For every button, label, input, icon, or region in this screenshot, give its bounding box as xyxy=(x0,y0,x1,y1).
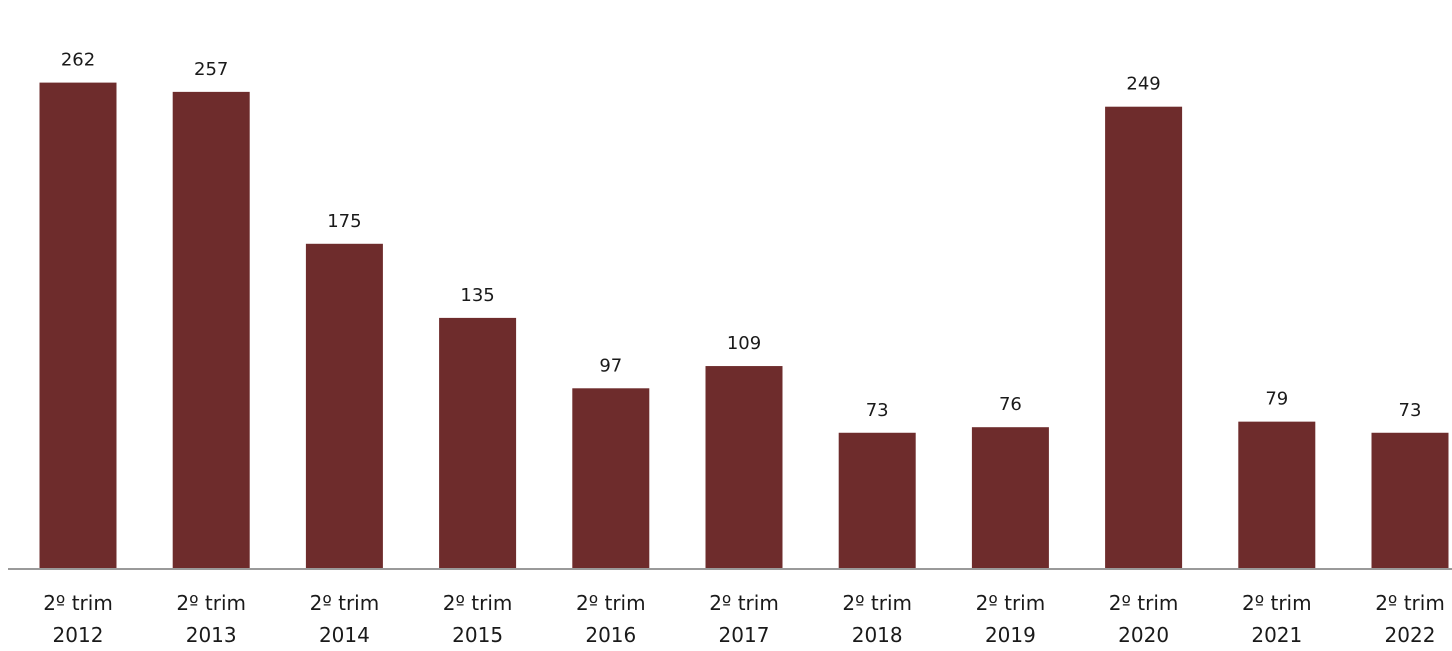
category-label-line1-8: 2º trim xyxy=(1109,591,1179,615)
category-label-line2-8: 2020 xyxy=(1118,623,1169,647)
value-label-4: 97 xyxy=(599,355,622,376)
category-label-line2-10: 2022 xyxy=(1385,623,1436,647)
value-label-8: 249 xyxy=(1126,74,1160,95)
bar-9 xyxy=(1238,421,1316,568)
category-label-line2-4: 2016 xyxy=(585,623,636,647)
bar-3 xyxy=(439,317,517,568)
category-label-line2-6: 2018 xyxy=(852,623,903,647)
category-label-line1-4: 2º trim xyxy=(576,591,646,615)
value-label-0: 262 xyxy=(61,50,95,71)
bar-4 xyxy=(572,388,650,568)
category-label-line2-1: 2013 xyxy=(186,623,237,647)
value-label-6: 73 xyxy=(866,400,889,421)
category-label-line2-5: 2017 xyxy=(719,623,770,647)
category-label-line1-9: 2º trim xyxy=(1242,591,1312,615)
bar-0 xyxy=(39,82,117,568)
value-label-2: 175 xyxy=(327,211,361,232)
bar-2 xyxy=(305,243,383,568)
value-label-9: 79 xyxy=(1265,389,1288,410)
category-label-line2-9: 2021 xyxy=(1251,623,1302,647)
category-label-line1-3: 2º trim xyxy=(443,591,513,615)
bar-1 xyxy=(172,91,250,568)
category-labels-layer: 2º trim 2012 2º trim 2013 2º trim 2014 2º trim… xyxy=(43,591,1445,647)
bar-10 xyxy=(1371,432,1449,568)
category-label-line2-7: 2019 xyxy=(985,623,1036,647)
category-label-line1-0: 2º trim xyxy=(43,591,113,615)
value-label-1: 257 xyxy=(194,59,228,80)
category-label-line1-6: 2º trim xyxy=(842,591,912,615)
bar-8 xyxy=(1105,106,1183,569)
category-label-line2-2: 2014 xyxy=(319,623,370,647)
bar-7 xyxy=(971,427,1049,568)
category-label-line1-7: 2º trim xyxy=(976,591,1046,615)
value-label-10: 73 xyxy=(1399,400,1422,421)
category-label-line1-10: 2º trim xyxy=(1375,591,1445,615)
bar-6 xyxy=(838,432,916,568)
value-label-3: 135 xyxy=(460,285,494,306)
category-label-line2-0: 2012 xyxy=(53,623,104,647)
category-label-line2-3: 2015 xyxy=(452,623,503,647)
category-label-line1-5: 2º trim xyxy=(709,591,779,615)
category-label-line1-1: 2º trim xyxy=(176,591,246,615)
bar-5 xyxy=(705,366,783,568)
value-label-5: 109 xyxy=(727,333,761,354)
value-labels-layer: 262 257 175 135 97 109 73 76 249 79 73 xyxy=(61,50,1422,421)
bars-layer xyxy=(39,82,1449,569)
value-label-7: 76 xyxy=(999,394,1022,415)
category-label-line1-2: 2º trim xyxy=(310,591,380,615)
